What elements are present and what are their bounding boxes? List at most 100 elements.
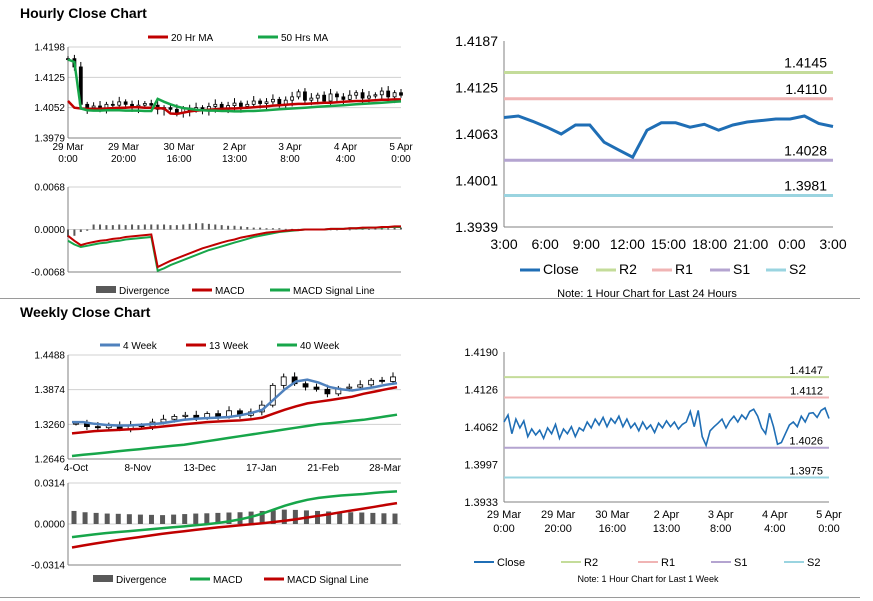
hourly-price-candle-body bbox=[168, 107, 173, 110]
hourly-week-x-tick-date: 29 Mar bbox=[541, 509, 576, 521]
hourly-macd-divergence-bar bbox=[348, 229, 351, 231]
hourly-week-level-r2-label: 1.4147 bbox=[789, 365, 823, 377]
hourly-week-y-tick-label: 1.4190 bbox=[464, 347, 498, 359]
hourly-week-y-tick-label: 1.3933 bbox=[464, 497, 498, 509]
hourly-week-s2-legend-label: S2 bbox=[807, 557, 820, 569]
hourly-week-x-tick-time: 20:00 bbox=[544, 523, 572, 535]
hourly-price-y-tick-label: 1.4125 bbox=[34, 73, 65, 84]
hourly-price-ma50-line bbox=[67, 58, 402, 113]
hourly-macd-divergence-bar bbox=[92, 224, 95, 230]
hourly-price-candle-body bbox=[322, 94, 327, 102]
hourly-price-candle-body bbox=[360, 92, 365, 99]
hourly-price-candle-body bbox=[347, 94, 352, 100]
weekly-macd-divergence-bar bbox=[292, 509, 298, 524]
weekly-macd-divergence-bar bbox=[104, 513, 110, 524]
hourly-week-y-tick-label: 1.4126 bbox=[464, 385, 498, 397]
weekly-macd-divergence-bar bbox=[348, 512, 354, 524]
hourly-macd-divergence-bar bbox=[233, 225, 236, 230]
weekly-macd-divergence-bar bbox=[215, 512, 221, 524]
hourly-macd-divergence-bar bbox=[239, 226, 242, 230]
hourly-price-candle-body bbox=[373, 94, 378, 97]
hourly-price-x-tick-time: 20:00 bbox=[111, 154, 136, 165]
hourly-price-candle-body bbox=[392, 92, 397, 98]
hourly-24h-x-tick-label: 0:00 bbox=[778, 236, 805, 252]
hourly-macd-divergence-bar bbox=[111, 225, 114, 230]
hourly-macd-line bbox=[67, 225, 401, 269]
hourly-price-candle-body bbox=[315, 94, 320, 99]
weekly-macd-divergence-bar bbox=[71, 510, 77, 524]
weekly-chart-title: Weekly Close Chart bbox=[20, 304, 151, 320]
hourly-price-ma50-legend-label: 50 Hrs MA bbox=[281, 33, 329, 44]
hourly-week-x-tick-time: 13:00 bbox=[653, 523, 681, 535]
weekly-macd-divergence-bar bbox=[259, 510, 265, 524]
weekly-price-y-tick-label: 1.3260 bbox=[34, 420, 65, 431]
hourly-macd-divergence-bar bbox=[220, 225, 223, 230]
hourly-price-candle-body bbox=[251, 100, 256, 105]
weekly-price-x-tick-label: 8-Nov bbox=[124, 463, 151, 474]
hourly-price-x-tick-time: 0:00 bbox=[391, 154, 411, 165]
weekly-price-candle-body bbox=[390, 376, 396, 382]
hourly-macd-signal-line bbox=[67, 226, 401, 273]
weekly-macd-divergence-bar bbox=[115, 513, 121, 524]
hourly-week-y-tick-label: 1.4062 bbox=[464, 422, 498, 434]
weekly-price-40wk-line bbox=[71, 413, 398, 458]
weekly-price-x-tick-label: 21-Feb bbox=[307, 463, 339, 474]
weekly-price-y-tick-label: 1.2646 bbox=[34, 455, 65, 466]
weekly-macd-divergence-bar bbox=[171, 514, 177, 524]
weekly-price-x-tick-label: 28-Mar bbox=[369, 463, 401, 474]
hourly-price-x-tick-time: 0:00 bbox=[58, 154, 78, 165]
hourly-price-candle-body bbox=[91, 105, 96, 109]
hourly-macd-divergence-bar bbox=[259, 227, 262, 230]
hourly-price-x-tick-time: 13:00 bbox=[222, 154, 247, 165]
hourly-24h-level-r1-label: 1.4110 bbox=[785, 81, 827, 97]
hourly-24h-close-line bbox=[503, 114, 834, 160]
hourly-week-x-tick-date: 4 Apr bbox=[762, 509, 788, 521]
hourly-price-candle-body bbox=[386, 90, 391, 98]
weekly-macd-divergence-bar bbox=[93, 512, 99, 524]
weekly-price-candle-body bbox=[379, 379, 385, 382]
weekly-macd-divergence-bar bbox=[315, 510, 321, 524]
hourly-macd-y-tick-label: 0.0068 bbox=[34, 183, 65, 194]
weekly-macd-divergence-bar bbox=[204, 513, 210, 524]
hourly-24h-close-legend-label: Close bbox=[543, 261, 579, 277]
hourly-24h-x-tick-label: 15:00 bbox=[651, 236, 686, 252]
weekly-macd-divergence-bar bbox=[126, 514, 132, 524]
hourly-price-x-tick-date: 3 Apr bbox=[278, 142, 302, 153]
weekly-price-candle-body bbox=[357, 384, 364, 388]
hourly-price-y-tick-label: 1.3979 bbox=[34, 134, 65, 145]
hourly-price-candle-body bbox=[142, 103, 147, 106]
hourly-macd-divergence-bar bbox=[387, 228, 390, 230]
hourly-macd-divergence-bar bbox=[73, 229, 76, 236]
section-divider bbox=[0, 298, 860, 299]
hourly-week-x-tick-date: 30 Mar bbox=[595, 509, 630, 521]
weekly-macd-signal-legend-label: MACD Signal Line bbox=[287, 575, 369, 586]
hourly-week-x-tick-time: 4:00 bbox=[764, 523, 785, 535]
weekly-macd-divergence-bar bbox=[182, 514, 188, 524]
hourly-price-candle-body bbox=[399, 92, 403, 96]
hourly-24h-y-tick-label: 1.4125 bbox=[455, 80, 498, 96]
hourly-24h-y-tick-label: 1.4063 bbox=[455, 126, 498, 142]
hourly-price-x-tick-date: 30 Mar bbox=[163, 142, 195, 153]
weekly-price-y-tick-label: 1.3874 bbox=[34, 385, 65, 396]
hourly-macd-divergence-bar bbox=[207, 223, 210, 230]
weekly-price-candle-body bbox=[193, 414, 200, 418]
weekly-macd-signal-line bbox=[71, 501, 398, 549]
hourly-price-candle-body bbox=[303, 91, 307, 101]
hourly-price-candle-body bbox=[335, 93, 339, 98]
hourly-macd-divergence-bar bbox=[227, 225, 230, 230]
hourly-price-x-tick-time: 8:00 bbox=[280, 154, 300, 165]
hourly-24h-level-s2-label: 1.3981 bbox=[784, 178, 827, 194]
hourly-week-x-tick-date: 2 Apr bbox=[654, 509, 680, 521]
hourly-24h-s1-legend-label: S1 bbox=[733, 261, 750, 277]
weekly-macd-divergence-bar bbox=[337, 511, 343, 524]
hourly-macd-macd-legend-label: MACD bbox=[215, 286, 244, 297]
hourly-macd-divergence-bar bbox=[67, 229, 69, 237]
hourly-macd-divergence-bar bbox=[374, 228, 377, 230]
weekly-price-candle-body bbox=[280, 376, 287, 386]
hourly-24h-level-r2-label: 1.4145 bbox=[784, 55, 827, 71]
hourly-macd-divergence-bar bbox=[99, 224, 102, 230]
weekly-price-13wk-legend-label: 13 Week bbox=[209, 341, 249, 352]
hourly-price-candle-body bbox=[245, 103, 250, 107]
hourly-price-candle-body bbox=[174, 108, 179, 114]
weekly-macd-divergence-bar bbox=[326, 511, 332, 524]
